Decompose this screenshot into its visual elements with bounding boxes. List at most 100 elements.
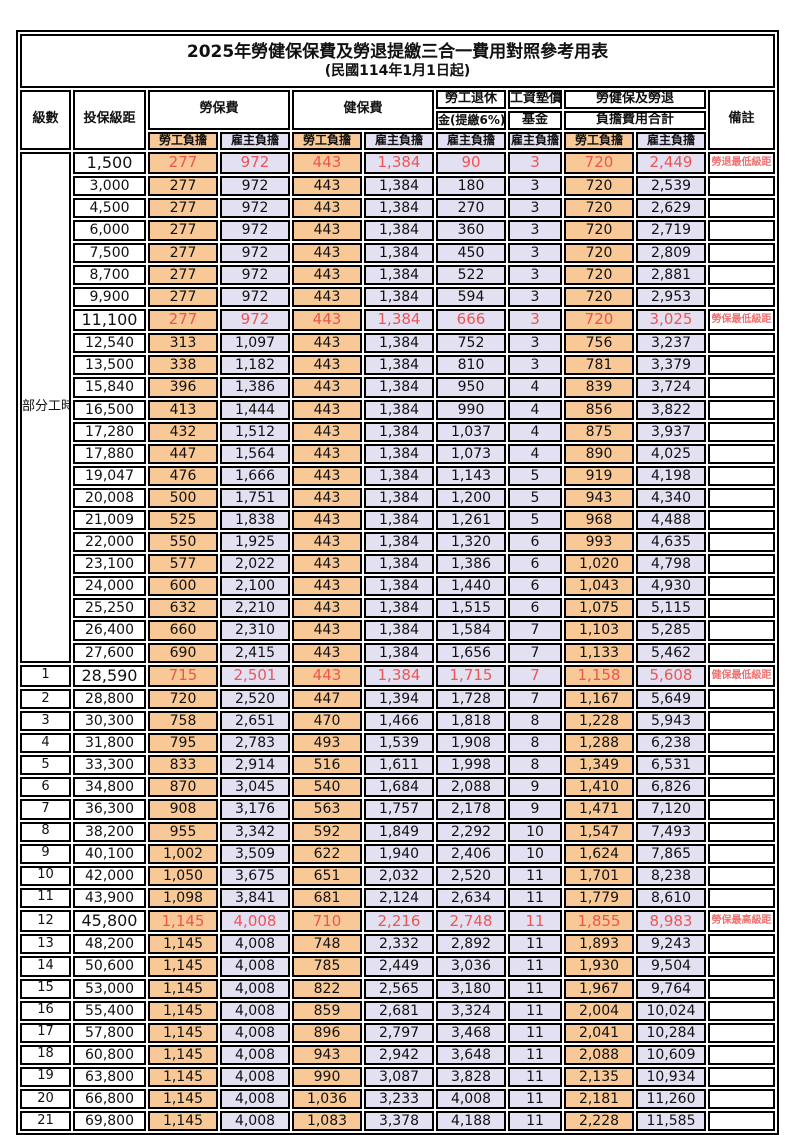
value-cell: 7,865 xyxy=(636,843,706,864)
level-cell: 21 xyxy=(20,1111,71,1132)
insured-bracket-cell: 60,800 xyxy=(73,1044,146,1065)
value-cell: 5 xyxy=(508,465,562,486)
value-cell: 5 xyxy=(508,487,562,508)
col-header-level: 級數 xyxy=(20,90,71,150)
value-cell: 1,930 xyxy=(564,956,634,977)
value-cell: 3 xyxy=(508,220,562,241)
value-cell: 1,384 xyxy=(364,620,434,641)
header-row-3: 勞工負擔 雇主負擔 勞工負擔 雇主負擔 雇主負擔 雇主負擔 勞工負擔 雇主負擔 xyxy=(20,131,775,150)
table-row: 16 55,400 1,145 4,008 859 2,681 3,324 11 2,004 10… xyxy=(20,1000,776,1021)
value-cell: 2,088 xyxy=(436,777,506,798)
table-row: 17,880 447 1,564 443 1,384 1,073 4 890 4,025 xyxy=(20,443,776,464)
value-cell: 1,908 xyxy=(436,733,506,754)
page-subtitle: (民國114年1月1日起) xyxy=(324,62,471,79)
insured-bracket-cell: 57,800 xyxy=(73,1022,146,1043)
table-row: 19,047 476 1,666 443 1,384 1,143 5 919 4,198 xyxy=(20,465,776,486)
value-cell: 1,103 xyxy=(564,620,634,641)
level-cell: 4 xyxy=(20,733,71,754)
value-cell: 277 xyxy=(148,308,218,332)
insured-bracket-cell: 27,600 xyxy=(73,642,146,663)
value-cell: 856 xyxy=(564,399,634,420)
insured-bracket-cell: 40,100 xyxy=(73,843,146,864)
value-cell: 9,504 xyxy=(636,956,706,977)
col-header-pension-line1: 勞工退休 xyxy=(436,90,506,109)
value-cell: 7 xyxy=(508,620,562,641)
value-cell: 622 xyxy=(292,843,362,864)
value-cell: 896 xyxy=(292,1022,362,1043)
value-cell: 1,564 xyxy=(220,443,290,464)
value-cell: 4,340 xyxy=(636,487,706,508)
remark-cell xyxy=(708,333,776,354)
value-cell: 360 xyxy=(436,220,506,241)
value-cell: 1,855 xyxy=(564,909,634,933)
value-cell: 1,145 xyxy=(148,1089,218,1110)
value-cell: 7 xyxy=(508,689,562,710)
value-cell: 1,228 xyxy=(564,711,634,732)
insured-bracket-cell: 15,840 xyxy=(73,377,146,398)
value-cell: 2,783 xyxy=(220,733,290,754)
value-cell: 2,032 xyxy=(364,865,434,886)
value-cell: 4 xyxy=(508,443,562,464)
value-cell: 972 xyxy=(220,176,290,197)
remark-cell xyxy=(708,421,776,442)
value-cell: 943 xyxy=(564,487,634,508)
value-cell: 7,120 xyxy=(636,799,706,820)
value-cell: 1,384 xyxy=(364,443,434,464)
value-cell: 1,182 xyxy=(220,355,290,376)
value-cell: 1,440 xyxy=(436,576,506,597)
value-cell: 4,008 xyxy=(220,978,290,999)
table-row: 7,500 277 972 443 1,384 450 3 720 2,809 xyxy=(20,242,776,263)
insured-bracket-cell: 20,008 xyxy=(73,487,146,508)
value-cell: 447 xyxy=(292,689,362,710)
insured-bracket-cell: 8,700 xyxy=(73,264,146,285)
value-cell: 6 xyxy=(508,554,562,575)
table-row: 23,100 577 2,022 443 1,384 1,386 6 1,020 4,798 xyxy=(20,554,776,575)
value-cell: 752 xyxy=(436,333,506,354)
value-cell: 1,838 xyxy=(220,509,290,531)
value-cell: 1,471 xyxy=(564,799,634,820)
value-cell: 577 xyxy=(148,554,218,575)
remark-cell xyxy=(708,487,776,508)
value-cell: 4,025 xyxy=(636,443,706,464)
table-row: 11 43,900 1,098 3,841 681 2,124 2,634 11 1,779 8,… xyxy=(20,887,776,908)
level-cell: 13 xyxy=(20,934,71,955)
value-cell: 720 xyxy=(564,151,634,175)
remark-cell xyxy=(708,286,776,307)
remark-cell xyxy=(708,532,776,553)
insured-bracket-cell: 22,000 xyxy=(73,532,146,553)
value-cell: 908 xyxy=(148,799,218,820)
remark-cell xyxy=(708,176,776,197)
value-cell: 1,043 xyxy=(564,576,634,597)
value-cell: 2,210 xyxy=(220,598,290,619)
value-cell: 1,410 xyxy=(564,777,634,798)
value-cell: 1,384 xyxy=(364,220,434,241)
value-cell: 1,384 xyxy=(364,598,434,619)
value-cell: 443 xyxy=(292,664,362,688)
value-cell: 10,609 xyxy=(636,1044,706,1065)
value-cell: 1,002 xyxy=(148,843,218,864)
table-row: 16,500 413 1,444 443 1,384 990 4 856 3,822 xyxy=(20,399,776,420)
value-cell: 1,097 xyxy=(220,333,290,354)
subheader-pension-employer: 雇主負擔 xyxy=(436,131,506,150)
value-cell: 833 xyxy=(148,755,218,776)
insured-bracket-cell: 63,800 xyxy=(73,1066,146,1087)
premium-reference-table: 2025年勞健保保費及勞退提繳三合一費用對照參考用表 (民國114年1月1日起)… xyxy=(16,30,780,1135)
value-cell: 1,050 xyxy=(148,865,218,886)
remark-cell xyxy=(708,956,776,977)
value-cell: 277 xyxy=(148,151,218,175)
value-cell: 839 xyxy=(564,377,634,398)
value-cell: 2,216 xyxy=(364,909,434,933)
value-cell: 1,158 xyxy=(564,664,634,688)
value-cell: 822 xyxy=(292,978,362,999)
value-cell: 277 xyxy=(148,286,218,307)
table-row: 20 66,800 1,145 4,008 1,036 3,233 4,008 11 2,181… xyxy=(20,1089,776,1110)
value-cell: 5,608 xyxy=(636,664,706,688)
insured-bracket-cell: 1,500 xyxy=(73,151,146,175)
insured-bracket-cell: 6,000 xyxy=(73,220,146,241)
value-cell: 5,115 xyxy=(636,598,706,619)
value-cell: 1,384 xyxy=(364,465,434,486)
col-header-wage-fund-line2: 基金 xyxy=(508,110,562,130)
value-cell: 810 xyxy=(436,355,506,376)
value-cell: 3,045 xyxy=(220,777,290,798)
value-cell: 1,394 xyxy=(364,689,434,710)
